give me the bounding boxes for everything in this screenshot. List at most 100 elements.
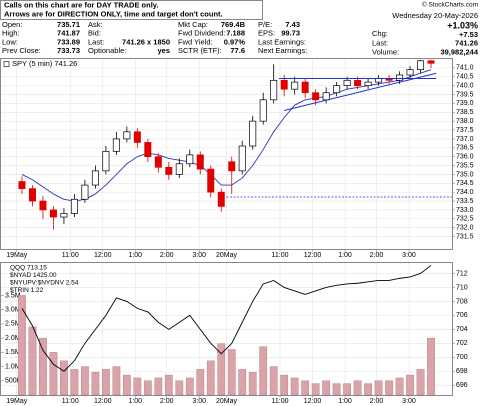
copyright: © StockCharts.com xyxy=(422,1,478,9)
x-tick-label: 20May xyxy=(216,398,238,405)
x-tick-label: 12:00 xyxy=(304,252,322,259)
y-tick-label: 732.0 xyxy=(456,225,474,232)
candle-body xyxy=(112,138,120,152)
stat-value: 77.6 xyxy=(230,46,245,55)
x-tick-label: 12:00 xyxy=(94,252,112,259)
candle-body xyxy=(186,154,194,165)
volume-bar xyxy=(217,343,226,396)
volume-bar xyxy=(290,377,299,396)
volume-bar xyxy=(91,372,100,396)
x-tick-label: 3:00 xyxy=(402,252,416,259)
y-tick-label: 739.5 xyxy=(456,91,474,98)
volume-bar xyxy=(122,374,131,396)
x-tick-label: 11:00 xyxy=(271,398,288,405)
x-tick-label: 19May xyxy=(6,398,28,405)
candle-body xyxy=(333,85,341,94)
candle-body xyxy=(60,213,68,218)
volume-bar xyxy=(259,346,268,396)
y-tick-label: 739.0 xyxy=(456,100,474,107)
y-tick-label: 700 xyxy=(456,354,468,361)
y-tick-label: 704 xyxy=(456,326,468,333)
candle-body xyxy=(238,145,246,172)
y2-tick-label: 2.5M xyxy=(5,321,21,328)
volume-bar xyxy=(385,380,393,396)
candle-body xyxy=(70,198,78,214)
stat-value: 733.73 xyxy=(57,46,80,55)
price-line xyxy=(21,265,432,372)
x-tick-label: 20May xyxy=(216,252,238,259)
y-tick-label: 736.0 xyxy=(456,154,474,161)
last-label: Last: xyxy=(372,39,388,48)
notice-line: Arrows are for DIRECTION ONLY, time and … xyxy=(4,9,223,18)
stat-value: 741.26 x 1850 xyxy=(122,37,170,46)
y2-tick-label: 2.0M xyxy=(5,335,21,342)
stat-label: EPS: xyxy=(258,29,275,38)
y2-tick-label: 1.5M xyxy=(5,349,21,356)
candle-body xyxy=(39,200,47,211)
y-tick-label: 698 xyxy=(456,368,468,375)
candle-body xyxy=(133,131,141,143)
stat-label: P/E: xyxy=(258,20,272,29)
candle-body xyxy=(280,79,288,90)
volume-bar xyxy=(427,337,435,396)
x-tick-label: 3:00 xyxy=(402,398,416,405)
candle-body xyxy=(28,188,36,202)
volume-bar xyxy=(164,374,173,396)
y-tick-label: 737.5 xyxy=(456,127,474,134)
stat-label: Fwd Dividend: xyxy=(178,29,226,38)
candle-body xyxy=(196,154,204,170)
volume-bar xyxy=(185,377,194,396)
x-tick-label: 11:00 xyxy=(271,252,288,259)
volume-label: Volume: xyxy=(372,47,399,56)
y-tick-label: 736.5 xyxy=(456,145,474,152)
y-tick-label: 738.0 xyxy=(456,118,474,125)
trend-line xyxy=(284,72,437,111)
candle-body xyxy=(91,170,99,186)
stat-label: Ask: xyxy=(88,20,103,29)
candle-body xyxy=(228,161,236,172)
x-tick-label: 11:00 xyxy=(62,398,79,405)
x-tick-label: 12:00 xyxy=(304,398,322,405)
volume-bar xyxy=(311,383,320,396)
y-tick-label: 712 xyxy=(456,270,468,277)
candle-body xyxy=(123,131,131,140)
stat-label: High: xyxy=(2,29,20,38)
volume-bar xyxy=(102,369,110,396)
stat-value: 741.87 xyxy=(57,29,80,38)
volume-bar xyxy=(322,380,331,396)
y-tick-label: 733.0 xyxy=(456,207,474,214)
y-tick-label: 710 xyxy=(456,284,468,291)
chg-label: Chg: xyxy=(372,29,388,38)
volume-bar xyxy=(353,380,362,396)
volume-bar xyxy=(343,383,351,396)
y-tick-label: 732.5 xyxy=(456,216,474,223)
legend: $NYUPV:$NYDNV 2.54 xyxy=(10,280,79,287)
candle-body xyxy=(427,60,435,64)
candle-body xyxy=(301,81,309,94)
stat-label: Last Earnings: xyxy=(258,37,306,46)
y-tick-label: 733.5 xyxy=(456,198,474,205)
candle-body xyxy=(406,69,414,76)
stat-label: SCTR (ETF): xyxy=(178,46,222,55)
volume-bar xyxy=(112,366,121,396)
candle-body xyxy=(259,99,267,122)
stat-value: 99.73 xyxy=(281,29,300,38)
y2-tick-label: 3.5M xyxy=(5,292,21,299)
y-tick-label: 735.5 xyxy=(456,162,474,169)
stat-value: 7.43 xyxy=(285,20,300,29)
y2-tick-label: 1.0M xyxy=(5,363,21,370)
candle-body xyxy=(322,92,330,101)
stat-label: Optionable: xyxy=(88,46,126,55)
x-tick-label: 2:00 xyxy=(370,398,384,405)
y2-tick-label: 3.0M xyxy=(5,306,21,313)
stat-label: Open: xyxy=(2,20,22,29)
volume-bar xyxy=(18,295,26,396)
stat-label: Bid: xyxy=(88,29,101,38)
y-tick-label: 734.5 xyxy=(456,180,474,187)
stat-label: Last: xyxy=(88,37,104,46)
y-tick-label: 734.0 xyxy=(456,189,474,196)
y-tick-label: 738.5 xyxy=(456,109,474,116)
y-tick-label: 740.5 xyxy=(456,74,474,81)
